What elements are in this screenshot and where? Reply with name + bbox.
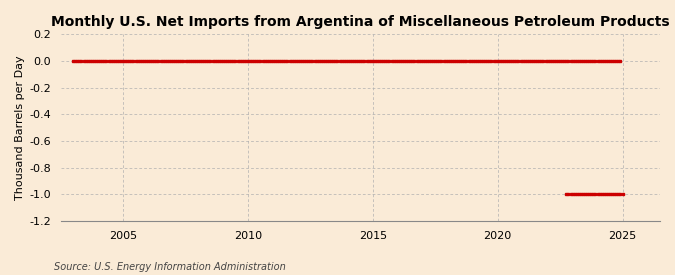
Y-axis label: Thousand Barrels per Day: Thousand Barrels per Day (15, 55, 25, 200)
Text: Source: U.S. Energy Information Administration: Source: U.S. Energy Information Administ… (54, 262, 286, 272)
Title: Monthly U.S. Net Imports from Argentina of Miscellaneous Petroleum Products: Monthly U.S. Net Imports from Argentina … (51, 15, 670, 29)
